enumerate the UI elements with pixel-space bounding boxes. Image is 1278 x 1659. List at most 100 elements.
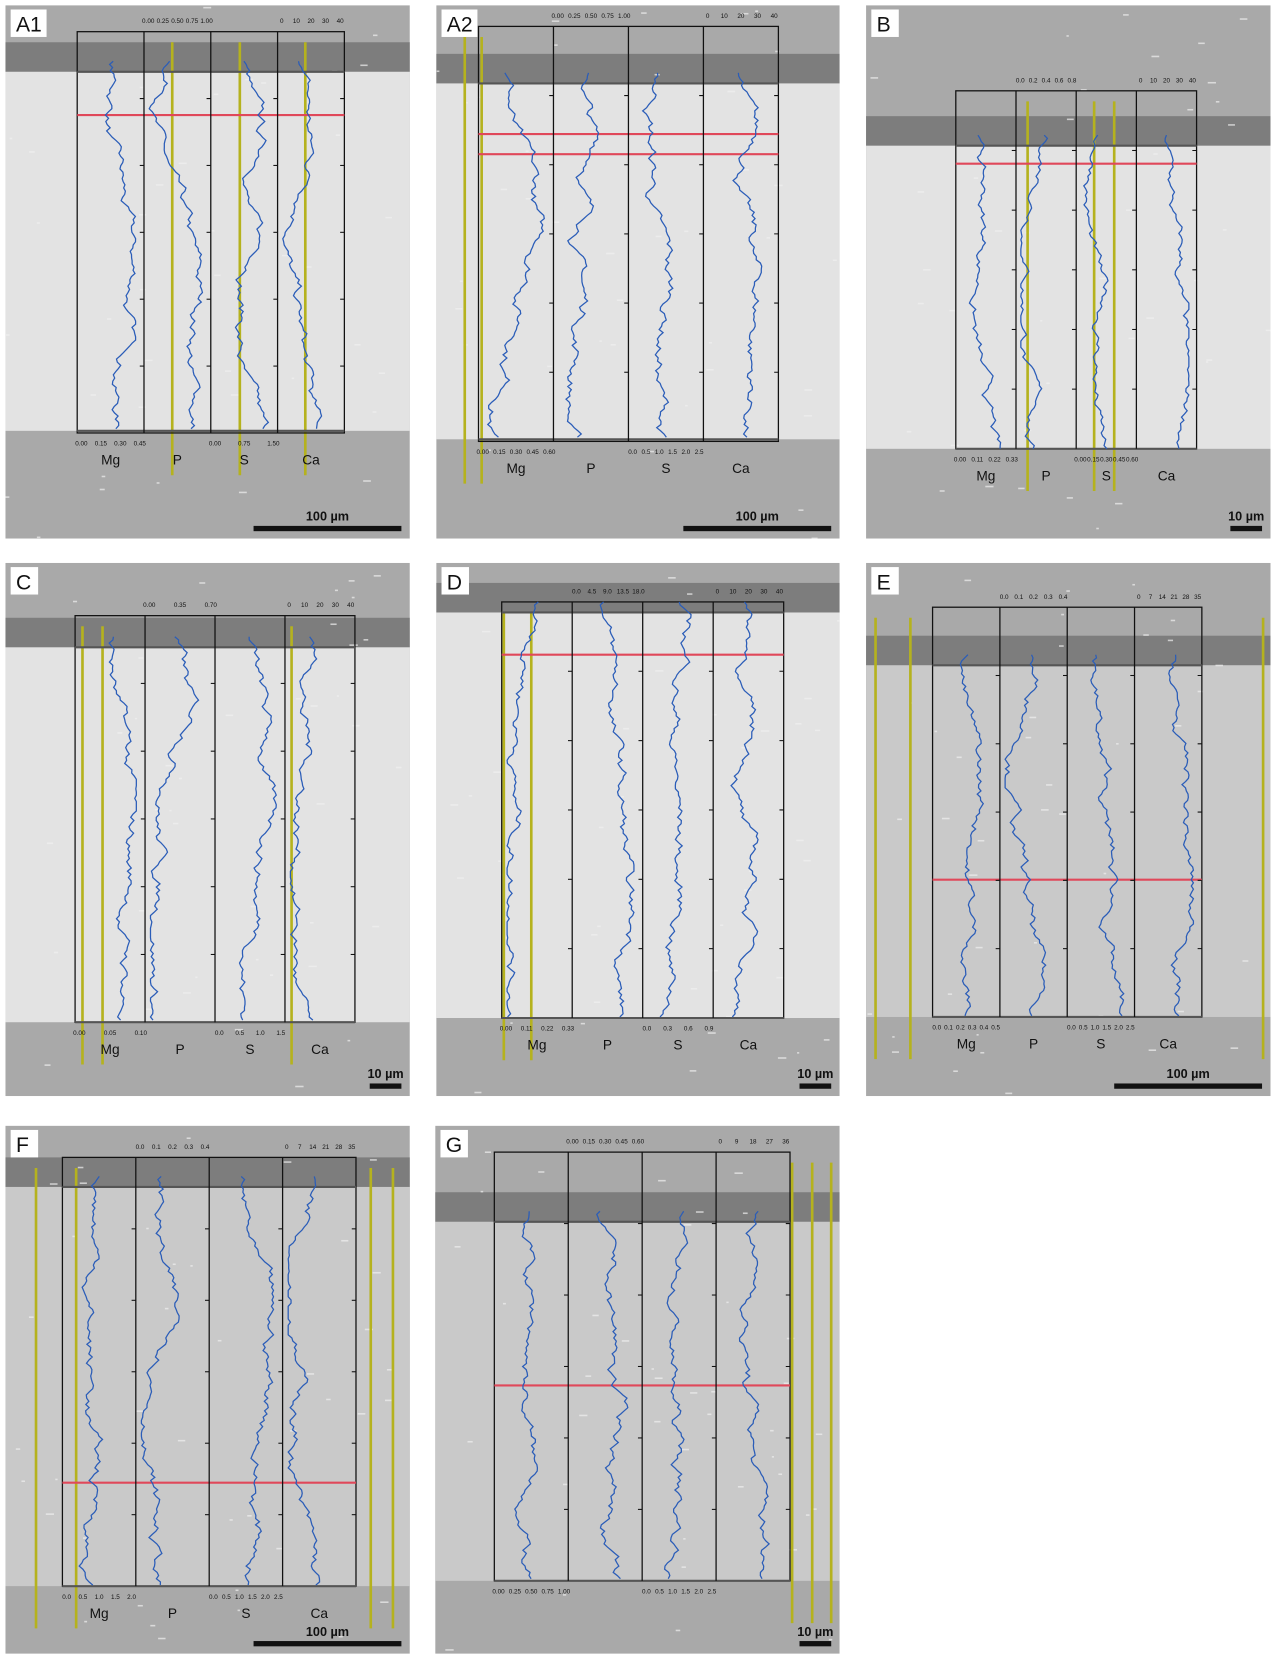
speckle [706,368,714,371]
profile [140,1175,180,1586]
tick-label: 0.0 [642,1589,651,1596]
speckle [1187,108,1194,111]
speckle [347,1039,351,1042]
speckle [500,188,508,191]
speckle [684,230,689,233]
speckle [610,343,616,346]
tick-label: 0.8 [1068,77,1077,84]
speckle [72,600,78,603]
tick-label: 0 [716,588,720,595]
tick-label: 0.4 [1042,77,1051,84]
tick-label: 0.1 [944,1025,953,1032]
panel-image [436,562,840,1097]
tick-label: 0.22 [988,456,1001,463]
tick-label: 0.0 [215,1030,224,1037]
element-label: Mg [101,453,120,468]
speckle [734,1172,743,1174]
profile [234,60,270,430]
speckle [711,1390,717,1393]
element-label: S [1102,468,1111,483]
speckle [1066,118,1074,121]
speckle [580,1022,585,1025]
tick-label: 14 [309,1144,317,1151]
element-label: Ca [732,461,750,476]
tick-label: 0.45 [526,449,539,456]
speckle [1128,337,1135,340]
speckle [363,639,369,641]
profile [732,72,763,438]
tick-label: 21 [1171,594,1179,601]
label-box [10,567,39,595]
speckle [234,1028,244,1031]
speckle [1230,1047,1239,1049]
tick-label: 0.50 [525,1589,538,1596]
speckle [598,826,604,829]
speckle [775,50,780,53]
profile [108,636,137,1021]
speckle [975,946,983,949]
speckle [956,756,962,759]
tick-label: 0.75 [186,18,199,25]
element-label: P [603,1038,612,1053]
tick-label: 0.00 [75,441,88,448]
tick-label: 0.0 [1016,77,1025,84]
tick-label: 18.0 [632,588,645,595]
speckle [310,921,314,924]
tick-label: 0.0 [136,1144,145,1151]
speckle [190,1265,193,1267]
tick-label: 20 [316,602,324,609]
speckle [1046,382,1050,385]
tick-label: 0.33 [562,1026,575,1033]
speckle [651,1368,655,1370]
layer-band [5,1186,410,1587]
tick-label: 0.0 [62,1594,71,1601]
speckle [538,1171,545,1173]
speckle [1066,497,1073,499]
scale-bar [1114,1083,1263,1089]
speckle [755,10,759,13]
speckle [291,377,295,380]
speckle [338,1635,343,1638]
speckle [178,162,187,165]
speckle [1123,14,1129,16]
speckle [195,976,198,979]
tick-label: 1.00 [200,18,213,25]
scale-bar [369,1083,402,1089]
speckle [796,839,804,842]
speckle [502,1302,506,1305]
speckle [795,723,802,725]
tick-label: 0.25 [509,1589,522,1596]
speckle [1059,813,1067,815]
label-box [10,9,47,37]
tick-label: 0.2 [168,1144,177,1151]
speckle [395,766,402,769]
speckle [468,795,473,797]
label-box [10,1129,39,1158]
tick-label: 18 [750,1139,758,1146]
speckle [771,1456,774,1458]
speckle [15,1448,21,1450]
tick-label: 1.00 [618,13,631,20]
speckle [250,905,259,908]
tick-label: 0.5 [222,1594,231,1601]
speckle [1170,619,1176,622]
profile [486,72,545,438]
tick-label: 0.30 [599,1139,612,1146]
tick-label: 0.5 [1079,1025,1088,1032]
speckle [84,1620,88,1623]
speckle [953,1070,958,1073]
speckle [165,764,173,767]
layer-band [5,71,410,431]
panel-label: B [877,14,891,37]
panel-image [436,5,840,539]
speckle [364,1328,374,1331]
speckle [310,705,318,707]
tick-label: 30 [1176,77,1184,84]
speckle [510,1022,513,1024]
speckle [1096,527,1099,530]
element-label: P [173,453,182,468]
tick-label: 0.4 [1059,594,1068,601]
speckle [144,1008,152,1010]
speckle [9,137,13,140]
